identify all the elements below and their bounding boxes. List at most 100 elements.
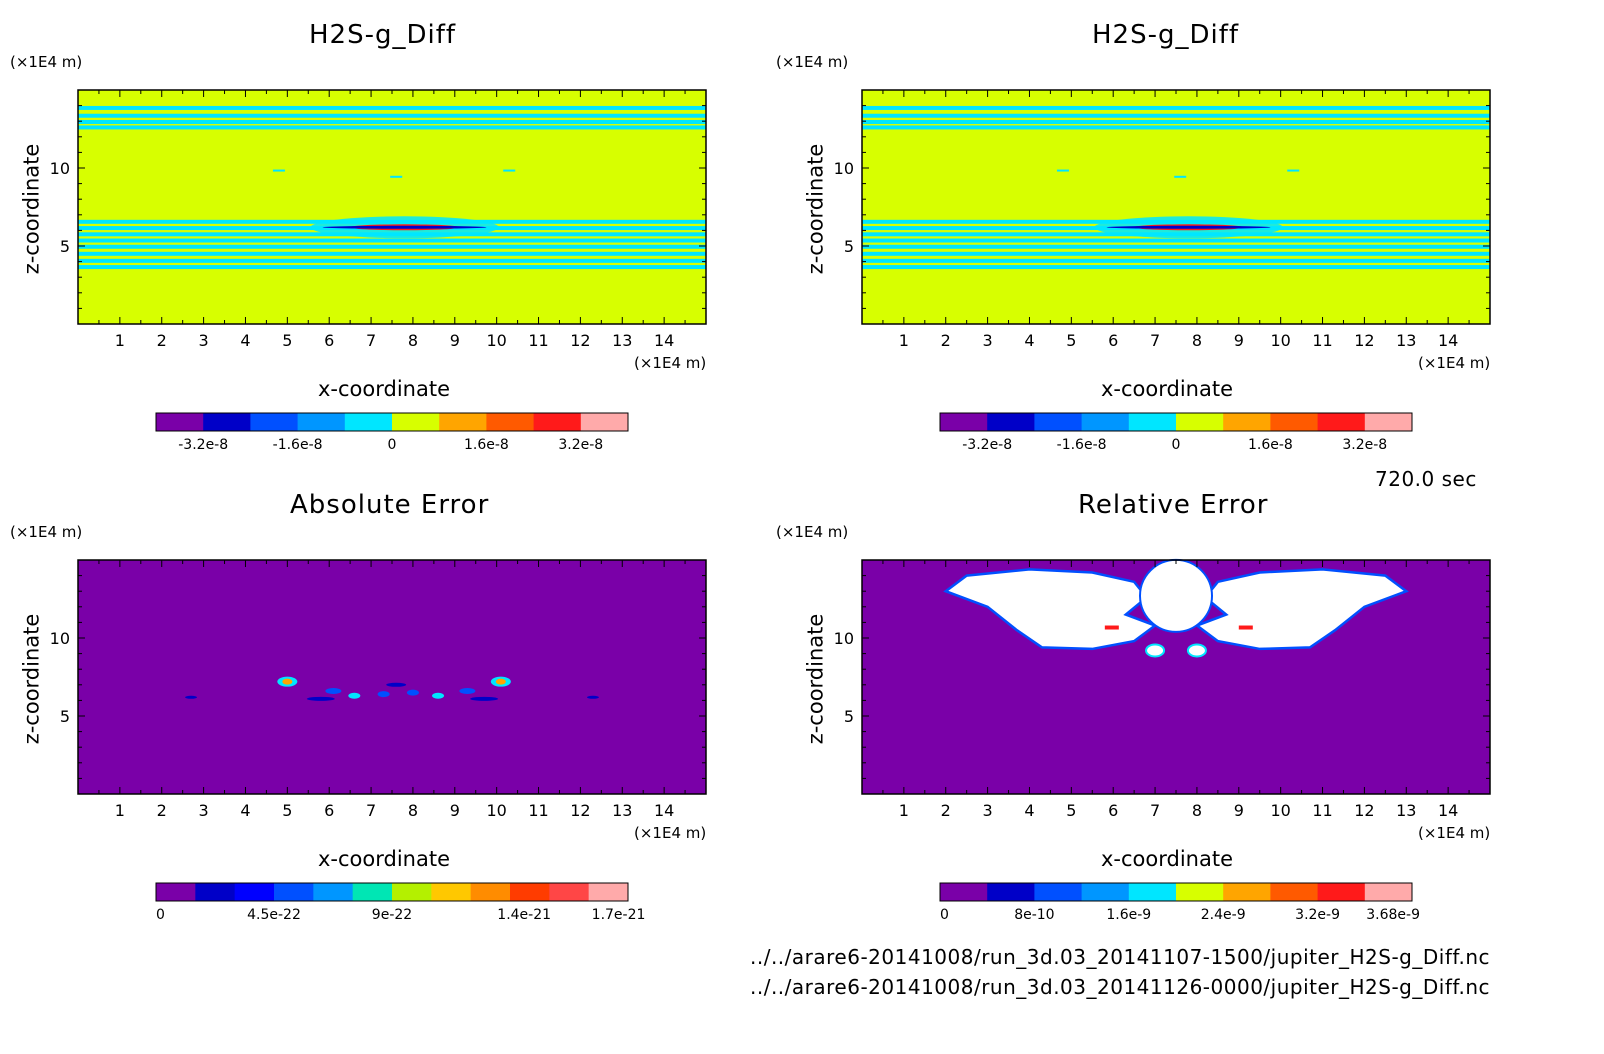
colorbar-swatch [1223, 883, 1271, 901]
x-tick-label: 3 [199, 331, 209, 350]
lower-band [862, 244, 1490, 249]
field-background [78, 560, 706, 794]
x-tick-label: 9 [1234, 331, 1244, 350]
x-tick-label: 3 [199, 801, 209, 820]
error-blob [470, 696, 499, 701]
x-tick-label: 4 [240, 801, 250, 820]
colorbar-swatch [1364, 883, 1413, 901]
x-tick-label: 12 [570, 331, 590, 350]
lower-band [78, 258, 706, 263]
colorbar-swatch [1317, 883, 1366, 901]
lower-band [862, 265, 1490, 270]
undefined-lobe-left [943, 568, 1158, 651]
colorbar-label: 1.6e-8 [1248, 437, 1293, 453]
lower-band [78, 219, 706, 224]
error-blob [459, 688, 476, 695]
colorbar-swatch [392, 883, 432, 901]
y-tick-label: 5 [60, 707, 70, 726]
rim-hotspot [1238, 625, 1253, 630]
colorbar-frame [939, 412, 1413, 432]
colorbar-swatch [510, 883, 550, 901]
bulge [1094, 216, 1283, 239]
colorbar-label: 3.2e-8 [1342, 437, 1387, 453]
x-tick-label: 7 [1150, 331, 1160, 350]
error-blob [185, 695, 198, 699]
lower-band [78, 232, 706, 237]
error-blob [432, 692, 445, 699]
y-tick-label: 10 [50, 159, 70, 178]
lower-band [862, 219, 1490, 224]
panel-3-yunit: (×1E4 m) [10, 523, 83, 541]
colorbar-swatch [195, 883, 236, 901]
x-tick-label: 7 [1150, 801, 1160, 820]
x-tick-label: 13 [612, 331, 632, 350]
x-tick-label: 6 [1108, 801, 1118, 820]
colorbar-swatch [1223, 413, 1271, 431]
colorbar-frame [155, 882, 629, 902]
x-tick-label: 10 [486, 801, 506, 820]
lens-edge [322, 225, 487, 229]
x-tick-label: 13 [612, 801, 632, 820]
rim-hotspot [1104, 625, 1119, 630]
dash [390, 175, 403, 178]
colorbar-swatch [156, 413, 204, 431]
colorbar-label: -3.2e-8 [962, 437, 1012, 453]
colorbar-swatch [1128, 413, 1177, 431]
file-path-2: ../../arare6-20141008/run_3d.03_20141126… [750, 975, 1490, 999]
colorbar-frame [939, 882, 1413, 902]
colorbar-swatch [588, 883, 629, 901]
lower-band [862, 226, 1490, 231]
panel-4-yunit: (×1E4 m) [776, 523, 849, 541]
undefined-spot [1186, 643, 1207, 658]
lower-band [78, 244, 706, 249]
x-tick-label: 2 [157, 331, 167, 350]
colorbar-swatch [1270, 413, 1319, 431]
x-tick-label: 11 [528, 331, 548, 350]
time-label: 720.0 sec [1375, 467, 1477, 491]
panel-1-ylabel: z-coordinate [19, 143, 44, 275]
x-tick-label: 13 [1396, 801, 1416, 820]
panel-2-ylabel: z-coordinate [803, 143, 828, 275]
lens-core [1133, 224, 1244, 231]
dash [1056, 169, 1069, 172]
axes-frame [861, 559, 1491, 795]
colorbar-label: 1.4e-21 [497, 907, 551, 923]
x-tick-label: 14 [1438, 801, 1458, 820]
colorbar-swatch [344, 413, 393, 431]
error-blob [325, 688, 342, 695]
x-tick-label: 5 [282, 331, 292, 350]
colorbar-frame [155, 412, 629, 432]
x-tick-label: 6 [324, 801, 334, 820]
lower-band [862, 232, 1490, 237]
x-tick-label: 10 [486, 331, 506, 350]
panel-1-title: H2S-g_Diff [309, 20, 457, 50]
y-tick-label: 5 [60, 237, 70, 256]
x-tick-label: 9 [450, 801, 460, 820]
x-tick-label: 14 [654, 801, 674, 820]
dash [1287, 169, 1300, 172]
dash [503, 169, 516, 172]
panel-4-ylabel: z-coordinate [803, 613, 828, 745]
x-tick-label: 4 [1024, 801, 1034, 820]
colorbar-label: -3.2e-8 [178, 437, 228, 453]
axes-frame [77, 89, 707, 325]
x-tick-label: 9 [1234, 801, 1244, 820]
panel-2-xunit: (×1E4 m) [1418, 354, 1491, 372]
colorbar-swatch [940, 883, 988, 901]
file-path-1: ../../arare6-20141008/run_3d.03_20141107… [750, 945, 1490, 969]
dash [1174, 175, 1187, 178]
colorbar-label: 8e-10 [1014, 907, 1054, 923]
axes-frame [77, 559, 707, 795]
colorbar-label: 0 [1172, 437, 1181, 453]
lower-band [862, 251, 1490, 256]
x-tick-label: 13 [1396, 331, 1416, 350]
error-blob [377, 691, 390, 698]
colorbar-label: 4.5e-22 [247, 907, 301, 923]
error-blob [282, 678, 293, 685]
colorbar-swatch [1128, 883, 1177, 901]
bulge [310, 216, 499, 239]
panel-2-yunit: (×1E4 m) [776, 53, 849, 71]
panel-2-xlabel: x-coordinate [1101, 377, 1234, 401]
colorbar-label: 1.7e-21 [592, 907, 646, 923]
colorbar-label: 1.6e-8 [464, 437, 509, 453]
